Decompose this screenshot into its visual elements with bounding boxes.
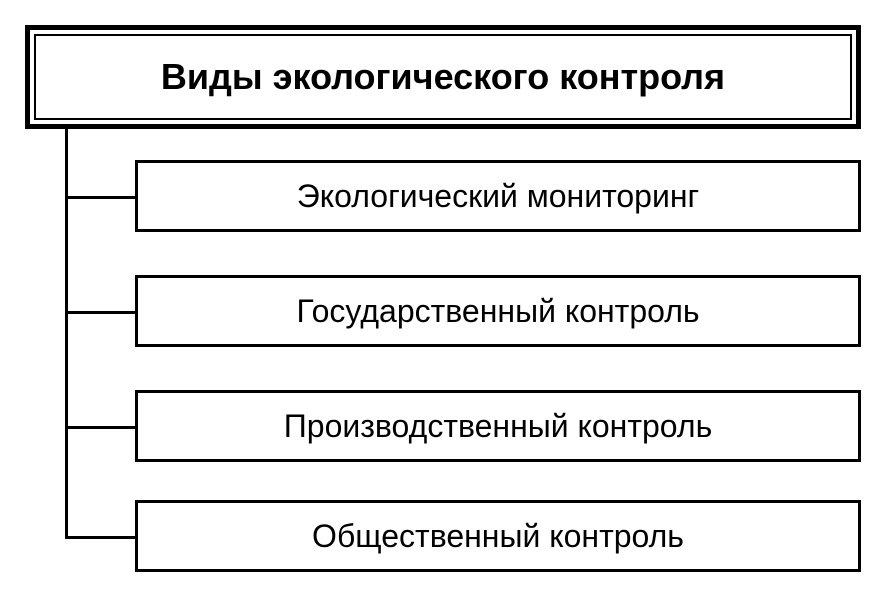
- diagram-title: Виды экологического контроля: [34, 34, 852, 120]
- tree-item-label: Общественный контроль: [312, 518, 684, 555]
- tree-item: Государственный контроль: [135, 275, 861, 347]
- tree-item: Общественный контроль: [135, 500, 861, 572]
- tree-item-label: Экологический мониторинг: [297, 178, 699, 215]
- tree-connector: [65, 311, 135, 314]
- tree-connector: [65, 536, 135, 539]
- tree-item-label: Производственный контроль: [284, 408, 712, 445]
- tree-trunk-line: [65, 125, 68, 539]
- diagram-container: Виды экологического контроля: [25, 25, 861, 129]
- tree-connector: [65, 426, 135, 429]
- header-box: Виды экологического контроля: [25, 25, 861, 129]
- tree-connector: [65, 196, 135, 199]
- tree-item: Экологический мониторинг: [135, 160, 861, 232]
- tree-item-label: Государственный контроль: [296, 293, 699, 330]
- tree-item: Производственный контроль: [135, 390, 861, 462]
